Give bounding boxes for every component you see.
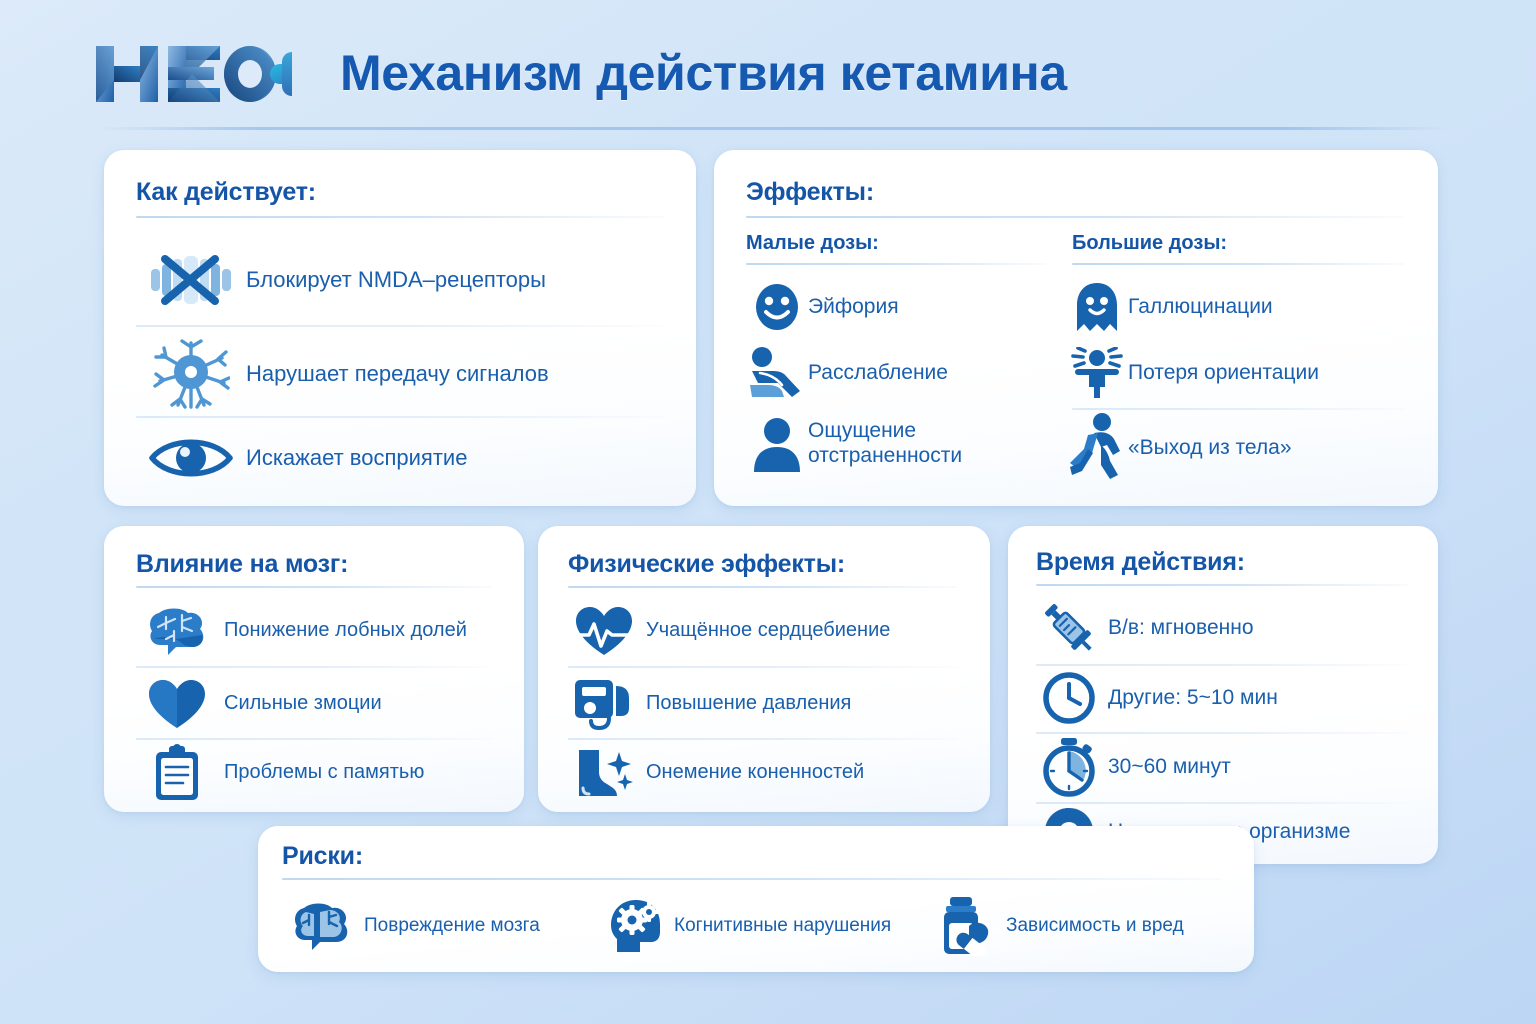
eye-icon bbox=[136, 434, 246, 482]
card-physical-effects: Физические эффекты: Учащённое сердцебиен… bbox=[538, 526, 990, 812]
divider bbox=[282, 878, 1222, 880]
list-item-label: В/в: мгновенно bbox=[1108, 615, 1254, 639]
list-item[interactable]: Потеря ориентации bbox=[1066, 342, 1406, 404]
divider bbox=[136, 738, 492, 740]
list-item[interactable]: 30~60 минут bbox=[1030, 734, 1422, 800]
divider bbox=[1036, 802, 1408, 804]
brain-icon bbox=[130, 605, 224, 657]
list-item-label: Галлюцинации bbox=[1128, 294, 1273, 318]
list-item[interactable]: Галлюцинации bbox=[1066, 276, 1406, 338]
divider bbox=[568, 586, 958, 588]
card-title-risks: Риски: bbox=[282, 842, 363, 870]
list-item[interactable]: Повышение давления bbox=[562, 672, 970, 736]
card-title-effects: Эффекты: bbox=[746, 178, 874, 206]
card-title-how-it-works: Как действует: bbox=[136, 178, 316, 206]
list-item-label: Нарушает передачу сигналов bbox=[246, 361, 549, 387]
syringe-icon bbox=[1030, 598, 1108, 658]
list-item[interactable]: Повреждение мозга bbox=[278, 888, 578, 964]
list-item[interactable]: Онемение коненностей bbox=[562, 742, 970, 804]
header-divider bbox=[96, 127, 1448, 130]
list-item-label: «Выход из тела» bbox=[1128, 435, 1292, 459]
list-item-label: Повышение давления bbox=[646, 692, 852, 715]
subheading-low-dose: Малые дозы: bbox=[746, 232, 879, 254]
list-item-label: Когнитивные нарушения bbox=[674, 914, 892, 936]
page-title: Механизм действия кетамина bbox=[340, 45, 1067, 101]
list-item[interactable]: В/в: мгновенно bbox=[1030, 594, 1422, 662]
damaged-brain-icon bbox=[278, 898, 364, 954]
divider bbox=[1072, 408, 1404, 410]
floating-person-icon bbox=[1066, 413, 1128, 483]
list-item-label: Другие: 5~10 мин bbox=[1108, 685, 1278, 709]
person-bust-icon bbox=[746, 416, 808, 472]
list-item[interactable]: Учащённое сердцебиение bbox=[562, 598, 970, 664]
list-item[interactable]: Ощущение отстраненности bbox=[746, 408, 1046, 480]
divider bbox=[1036, 584, 1408, 586]
smiley-face-icon bbox=[746, 282, 808, 332]
list-item-label: 30~60 минут bbox=[1108, 754, 1231, 778]
list-item[interactable]: «Выход из тела» bbox=[1066, 412, 1406, 484]
divider bbox=[568, 666, 958, 668]
divider bbox=[1036, 664, 1408, 666]
list-item-label: Онемение коненностей bbox=[646, 761, 865, 784]
list-item-label: Повреждение мозга bbox=[364, 914, 540, 936]
list-item-label: Ощущение отстраненности bbox=[808, 419, 963, 467]
card-risks: Риски: Повреждение мозга bbox=[258, 826, 1254, 972]
blocked-receptor-icon bbox=[136, 251, 246, 309]
card-effects: Эффекты: Малые дозы: Эйфория Расслаблени… bbox=[714, 150, 1438, 506]
clipboard-icon bbox=[130, 744, 224, 802]
list-item-label: Блокирует NMDA–рецепторы bbox=[246, 267, 546, 293]
blood-pressure-monitor-icon bbox=[562, 676, 646, 732]
divider bbox=[568, 738, 958, 740]
divider bbox=[136, 586, 492, 588]
stopwatch-icon bbox=[1030, 737, 1108, 797]
divider bbox=[1072, 263, 1404, 265]
neo-plus-logo bbox=[92, 40, 292, 108]
dizzy-person-icon bbox=[1066, 347, 1128, 399]
divider bbox=[136, 325, 664, 327]
divider bbox=[136, 416, 664, 418]
list-item[interactable]: Эйфория bbox=[746, 276, 1046, 338]
head-gears-icon bbox=[598, 896, 674, 956]
divider bbox=[1036, 732, 1408, 734]
list-item[interactable]: Проблемы с памятью bbox=[130, 742, 502, 804]
divider bbox=[136, 666, 492, 668]
subheading-high-dose: Большие дозы: bbox=[1072, 232, 1228, 254]
list-item-label: Сильные змоции bbox=[224, 692, 382, 715]
card-title-brain-impact: Влияние на мозг: bbox=[136, 550, 349, 578]
list-item[interactable]: Когнитивные нарушения bbox=[598, 888, 928, 964]
heartbeat-icon bbox=[562, 605, 646, 657]
neuron-icon bbox=[136, 339, 246, 409]
list-item[interactable]: Понижение лобных долей bbox=[130, 598, 502, 664]
list-item-label: Понижение лобных долей bbox=[224, 619, 467, 642]
divider bbox=[746, 216, 1404, 218]
divider bbox=[746, 263, 1046, 265]
card-title-physical-effects: Физические эффекты: bbox=[568, 550, 845, 578]
card-duration: Время действия: В/в: bbox=[1008, 526, 1438, 864]
card-brain-impact: Влияние на мозг: Понижение лобных долей bbox=[104, 526, 524, 812]
list-item-label: Учащённое сердцебиение bbox=[646, 619, 891, 642]
list-item-label: Эйфория bbox=[808, 294, 899, 318]
ghost-icon bbox=[1066, 281, 1128, 333]
divider bbox=[136, 216, 664, 218]
list-item[interactable]: Зависимость и вред bbox=[924, 888, 1244, 964]
list-item-label: Искажает восприятие bbox=[246, 445, 468, 471]
list-item-label: Зависимость и вред bbox=[1006, 914, 1184, 936]
card-title-duration: Время действия: bbox=[1036, 548, 1245, 576]
list-item[interactable]: Искажает восприятие bbox=[136, 420, 664, 496]
list-item[interactable]: Сильные змоции bbox=[130, 672, 502, 736]
list-item[interactable]: Блокирует NMDA–рецепторы bbox=[136, 236, 664, 324]
list-item-label: Потеря ориентации bbox=[1128, 360, 1319, 384]
heart-icon bbox=[130, 678, 224, 730]
list-item[interactable]: Другие: 5~10 мин bbox=[1030, 666, 1422, 730]
numb-foot-icon bbox=[562, 746, 646, 800]
list-item[interactable]: Нарушает передачу сигналов bbox=[136, 330, 664, 418]
list-item-label: Проблемы с памятью bbox=[224, 761, 425, 784]
list-item-label: Расслабление bbox=[808, 360, 948, 384]
page-header: Механизм действия кетамина bbox=[0, 0, 1536, 132]
pill-bottle-icon bbox=[924, 896, 1006, 956]
reclining-person-icon bbox=[746, 345, 808, 401]
clock-icon bbox=[1030, 671, 1108, 725]
list-item[interactable]: Расслабление bbox=[746, 342, 1046, 404]
card-how-it-works: Как действует: Блокирует NMDA–рецепторы bbox=[104, 150, 696, 506]
